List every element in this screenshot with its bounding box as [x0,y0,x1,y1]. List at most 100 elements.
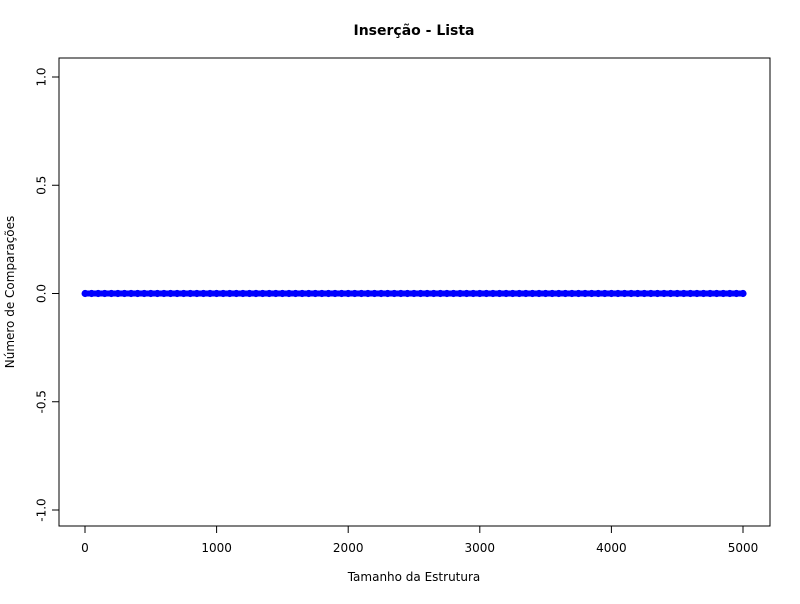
data-point [673,289,681,298]
y-axis-label: Número de Comparações [3,216,17,369]
data-point [660,289,668,298]
data-point [509,289,517,298]
data-point [410,289,418,298]
data-point [324,289,333,298]
data-point [555,289,563,298]
data-point [449,289,458,298]
x-tick-label: 0 [81,541,89,555]
x-tick-label: 4000 [596,541,627,555]
data-point [87,289,96,298]
data-point [436,289,444,298]
data-point [706,289,714,298]
data-point [232,289,240,298]
data-point [443,289,451,298]
data-point [259,289,267,298]
data-point [620,289,629,298]
data-point [680,289,688,298]
data-point [469,289,477,298]
data-point [351,289,359,298]
data-point [114,289,122,298]
data-point [423,289,431,298]
data-point [285,289,293,298]
data-point [344,289,352,298]
x-tick-label: 5000 [728,541,759,555]
data-point [515,289,523,298]
data-point [713,289,721,298]
data-point [291,289,300,298]
data-point [726,289,734,298]
data-point [699,289,708,298]
data-point [640,289,648,298]
data-point [311,289,319,298]
y-axis: -1.0 -0.5 0.0 0.5 1.0 [35,67,60,522]
data-point [541,289,550,298]
data-point [219,289,227,298]
data-point [127,289,135,298]
data-point [416,289,425,298]
data-point [522,289,530,298]
data-point [278,289,286,298]
data-point [213,289,221,298]
x-tick-label: 1000 [201,541,232,555]
data-point [574,289,583,298]
data-point [140,289,148,298]
data-point [686,289,694,298]
x-tick-label: 3000 [465,541,496,555]
data-point [430,289,438,298]
data-point [594,289,602,298]
data-point [252,289,260,298]
data-point [535,289,543,298]
data-point [298,289,306,298]
data-point [199,289,208,298]
data-point [193,289,201,298]
data-point [634,289,642,298]
x-tick-label: 2000 [333,541,364,555]
data-point [160,289,168,298]
data-point [403,289,412,298]
data-point [502,289,510,298]
data-point [206,289,214,298]
data-point [607,289,616,298]
data-point [568,289,576,298]
data-point [614,289,622,298]
data-point [186,289,194,298]
y-tick-label: 0.5 [35,176,49,195]
data-point [653,289,662,298]
data-point [173,289,181,298]
data-point [265,289,273,298]
data-point [384,289,392,298]
y-tick-label: 0.0 [35,284,49,303]
data-point [528,289,537,298]
data-point [364,289,372,298]
data-point [719,289,727,298]
data-point [305,289,313,298]
data-point [693,289,701,298]
x-axis: 0 1000 2000 3000 4000 5000 [81,525,759,555]
data-point [495,289,504,298]
data-point [627,289,635,298]
chart-title: Inserção - Lista [353,23,474,39]
y-tick-label: -1.0 [35,498,49,521]
data-point [489,289,497,298]
data-point [94,289,102,298]
data-point [120,289,129,298]
data-point [601,289,609,298]
data-point [101,289,109,298]
data-point [588,289,596,298]
data-point [732,289,741,298]
data-point [226,289,234,298]
data-point [239,289,247,298]
data-point [331,289,339,298]
data-point [147,289,155,298]
y-tick-label: 1.0 [35,67,49,86]
data-point [561,289,569,298]
data-point [456,289,464,298]
data-point [397,289,405,298]
x-axis-label: Tamanho da Estrutura [347,570,481,584]
data-point [180,289,188,298]
data-point [377,289,385,298]
data-point [463,289,471,298]
data-point [647,289,655,298]
